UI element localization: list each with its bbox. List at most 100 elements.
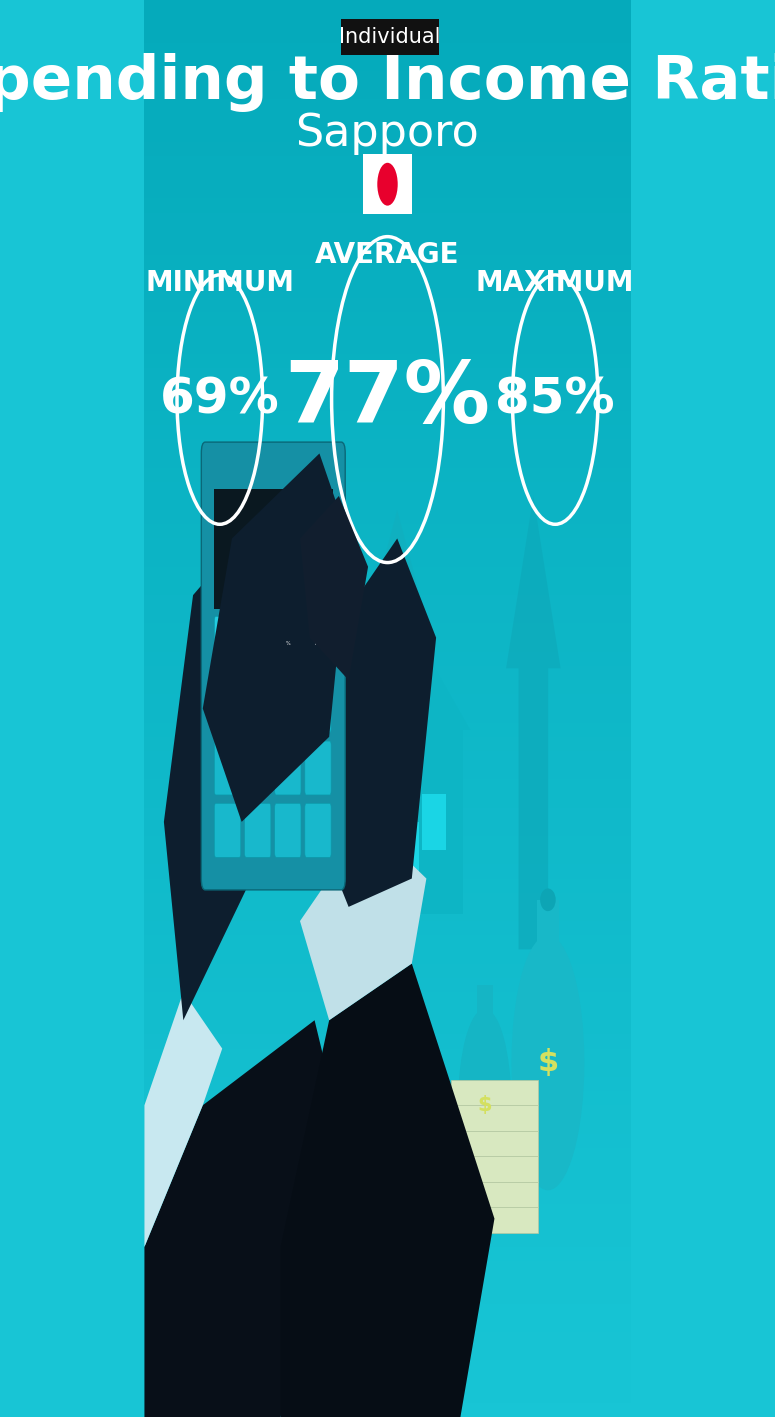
Bar xyxy=(144,723,631,737)
Bar xyxy=(144,85,631,99)
Bar xyxy=(144,326,631,340)
Ellipse shape xyxy=(458,1009,512,1202)
Text: MU: MU xyxy=(314,640,322,646)
Bar xyxy=(144,794,631,808)
Bar xyxy=(144,368,631,383)
Bar xyxy=(144,1304,631,1318)
Bar xyxy=(144,113,631,128)
FancyBboxPatch shape xyxy=(305,741,331,795)
Polygon shape xyxy=(144,992,222,1247)
Bar xyxy=(144,1233,631,1247)
Polygon shape xyxy=(300,496,368,680)
Bar xyxy=(144,836,631,850)
Bar xyxy=(144,383,631,397)
Bar xyxy=(144,1346,631,1360)
Bar xyxy=(451,1182,538,1207)
Bar xyxy=(422,794,446,850)
Text: Sapporo: Sapporo xyxy=(295,112,480,154)
Bar xyxy=(144,1403,631,1417)
FancyBboxPatch shape xyxy=(245,616,270,670)
Bar xyxy=(144,213,631,227)
FancyBboxPatch shape xyxy=(215,679,241,733)
Bar xyxy=(144,595,631,609)
Bar xyxy=(373,794,398,850)
Polygon shape xyxy=(360,510,435,879)
Bar xyxy=(144,779,631,794)
Bar xyxy=(144,43,631,57)
Bar xyxy=(144,128,631,142)
Bar xyxy=(144,482,631,496)
Text: 77%: 77% xyxy=(284,359,491,441)
Bar xyxy=(144,822,631,836)
Bar xyxy=(144,340,631,354)
Text: MAXIMUM: MAXIMUM xyxy=(476,269,635,298)
Bar xyxy=(537,900,559,942)
Bar xyxy=(144,99,631,113)
Bar xyxy=(144,227,631,241)
Bar xyxy=(144,71,631,85)
Bar xyxy=(144,453,631,468)
Bar xyxy=(144,439,631,453)
FancyBboxPatch shape xyxy=(245,803,270,857)
Polygon shape xyxy=(203,453,349,822)
Bar xyxy=(144,425,631,439)
Bar xyxy=(144,312,631,326)
Bar xyxy=(144,765,631,779)
Bar xyxy=(144,1091,631,1105)
Bar xyxy=(144,652,631,666)
FancyBboxPatch shape xyxy=(245,741,270,795)
Bar xyxy=(144,1275,631,1289)
Bar xyxy=(144,1389,631,1403)
Bar xyxy=(144,1318,631,1332)
Bar xyxy=(144,553,631,567)
FancyBboxPatch shape xyxy=(274,803,301,857)
FancyBboxPatch shape xyxy=(215,616,241,670)
Bar xyxy=(144,992,631,1006)
Bar xyxy=(144,255,631,269)
Bar xyxy=(144,156,631,170)
FancyBboxPatch shape xyxy=(274,616,301,670)
Text: 85%: 85% xyxy=(495,376,615,424)
Text: 69%: 69% xyxy=(160,376,280,424)
Bar xyxy=(144,57,631,71)
Bar xyxy=(144,964,631,978)
Bar xyxy=(144,1119,631,1134)
FancyBboxPatch shape xyxy=(245,679,270,733)
Text: Spending to Income Ratio: Spending to Income Ratio xyxy=(0,52,775,112)
Bar xyxy=(144,0,631,14)
FancyBboxPatch shape xyxy=(274,679,301,733)
Bar xyxy=(144,737,631,751)
Bar xyxy=(144,694,631,708)
Bar xyxy=(144,283,631,298)
Bar xyxy=(144,269,631,283)
Bar xyxy=(144,1261,631,1275)
Bar xyxy=(144,524,631,538)
Bar xyxy=(363,154,412,214)
FancyBboxPatch shape xyxy=(215,741,241,795)
Bar xyxy=(144,949,631,964)
Bar xyxy=(144,609,631,623)
Bar xyxy=(144,1247,631,1261)
Bar xyxy=(144,907,631,921)
Bar xyxy=(144,1148,631,1162)
FancyBboxPatch shape xyxy=(341,20,439,55)
Polygon shape xyxy=(315,538,436,907)
Bar xyxy=(144,1289,631,1304)
Text: %: % xyxy=(285,640,290,646)
Bar xyxy=(144,1190,631,1204)
Bar xyxy=(144,28,631,43)
Bar xyxy=(144,680,631,694)
Bar xyxy=(451,1080,538,1105)
Text: Individual: Individual xyxy=(339,27,441,47)
Bar xyxy=(144,1105,631,1119)
Polygon shape xyxy=(144,1020,349,1417)
Bar xyxy=(144,808,631,822)
Bar xyxy=(144,142,631,156)
Bar xyxy=(400,822,419,914)
Bar xyxy=(451,1156,538,1182)
FancyBboxPatch shape xyxy=(305,679,331,733)
Text: AVERAGE: AVERAGE xyxy=(315,241,460,269)
Bar xyxy=(144,638,631,652)
Polygon shape xyxy=(506,496,560,949)
Bar xyxy=(144,1134,631,1148)
